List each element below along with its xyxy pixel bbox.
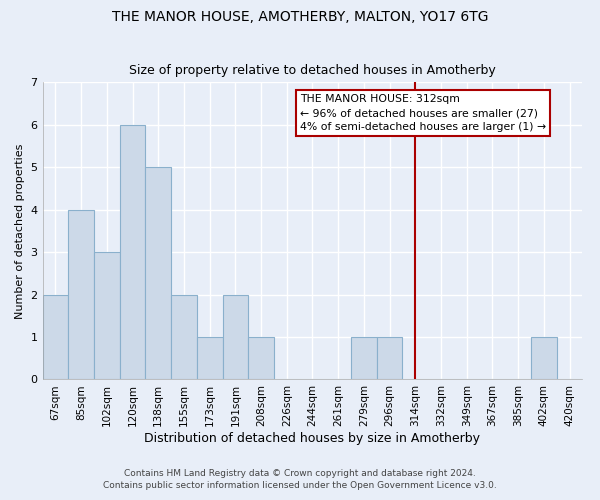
Bar: [171, 294, 197, 380]
Bar: [377, 337, 403, 380]
Bar: [351, 337, 377, 380]
Bar: [531, 337, 557, 380]
Bar: [43, 294, 68, 380]
Bar: [145, 167, 171, 380]
Text: THE MANOR HOUSE, AMOTHERBY, MALTON, YO17 6TG: THE MANOR HOUSE, AMOTHERBY, MALTON, YO17…: [112, 10, 488, 24]
Text: THE MANOR HOUSE: 312sqm
← 96% of detached houses are smaller (27)
4% of semi-det: THE MANOR HOUSE: 312sqm ← 96% of detache…: [299, 94, 546, 132]
Bar: [248, 337, 274, 380]
Y-axis label: Number of detached properties: Number of detached properties: [15, 143, 25, 318]
Bar: [223, 294, 248, 380]
X-axis label: Distribution of detached houses by size in Amotherby: Distribution of detached houses by size …: [145, 432, 481, 445]
Bar: [119, 125, 145, 380]
Title: Size of property relative to detached houses in Amotherby: Size of property relative to detached ho…: [129, 64, 496, 77]
Text: Contains HM Land Registry data © Crown copyright and database right 2024.
Contai: Contains HM Land Registry data © Crown c…: [103, 469, 497, 490]
Bar: [68, 210, 94, 380]
Bar: [94, 252, 119, 380]
Bar: [197, 337, 223, 380]
